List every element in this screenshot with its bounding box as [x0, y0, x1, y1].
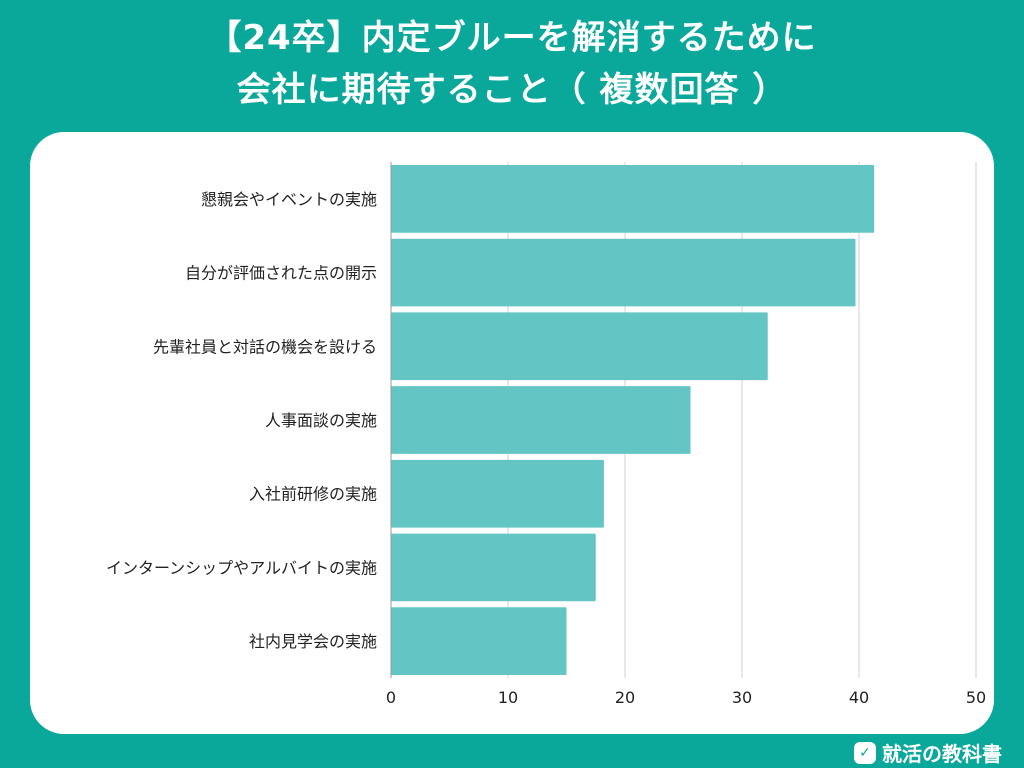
brand-name: 就活の教科書 [882, 742, 1002, 766]
category-label: 先輩社員と対話の機会を設ける [153, 337, 377, 356]
x-tick-label: 0 [386, 688, 396, 707]
bar [391, 238, 856, 307]
x-tick-label: 50 [966, 688, 986, 707]
x-tick-label: 20 [615, 688, 635, 707]
bar [391, 533, 596, 602]
bar [391, 459, 604, 528]
bar [391, 386, 691, 454]
bar [391, 312, 768, 381]
title-line-1: 【24卒】内定ブルーを解消するために [207, 18, 817, 58]
category-label: 自分が評価された点の開示 [185, 264, 377, 283]
title-line-2: 会社に期待すること（ 複数回答 ） [236, 70, 788, 110]
x-tick-label: 10 [498, 688, 518, 707]
bar-chart: 0 10 20 30 40 50 懇親会やイベントの実施自分が評価された点の開示先輩社員と対… [106, 162, 986, 707]
category-label: 入社前研修の実施 [249, 485, 377, 504]
book-check-icon: ✓ [854, 741, 876, 764]
chart-title: 【24卒】内定ブルーを解消するために 会社に期待すること（ 複数回答 ） [0, 12, 1024, 116]
category-label: 社内見学会の実施 [249, 632, 377, 651]
x-tick-label: 30 [732, 688, 752, 707]
category-label: インターンシップやアルバイトの実施 [106, 558, 377, 577]
category-label: 人事面談の実施 [265, 411, 377, 430]
chart-card: 0 10 20 30 40 50 懇親会やイベントの実施自分が評価された点の開示先輩社員と対… [30, 132, 994, 734]
bar [391, 607, 567, 675]
category-label: 懇親会やイベントの実施 [201, 190, 377, 209]
x-tick-label: 40 [849, 688, 869, 707]
bar [391, 165, 875, 233]
brand-logo: ✓ 就活の教科書 [854, 738, 1002, 767]
